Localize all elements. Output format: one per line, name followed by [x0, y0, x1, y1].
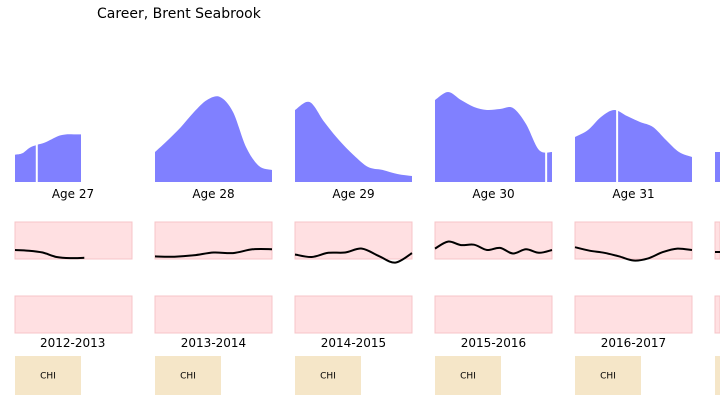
age-label: Age 27 [52, 187, 94, 201]
age-label: Age 28 [192, 187, 234, 201]
trend-band [294, 221, 413, 260]
team-label: CHI [180, 372, 196, 382]
trend-line [434, 240, 553, 255]
team-box [15, 356, 81, 395]
season-label: 2012-2013 [40, 336, 105, 350]
trend-band [574, 221, 693, 260]
team-box [575, 356, 641, 395]
season-column-4: Age 31 2016-2017 CHI [574, 77, 693, 395]
team-label: CHI [320, 372, 336, 382]
density-area [435, 92, 552, 182]
season-column-clipped [714, 152, 720, 395]
trend-line [294, 247, 413, 264]
team-box [435, 356, 501, 395]
trend-line [14, 249, 85, 260]
team-label: CHI [460, 372, 476, 382]
age-label: Age 29 [332, 187, 374, 201]
trend-band [434, 221, 553, 260]
team-box [295, 356, 361, 395]
density-area [15, 134, 81, 182]
season-label: 2016-2017 [601, 336, 666, 350]
density-area [575, 109, 692, 182]
trend-band [714, 221, 720, 260]
season-label: 2013-2014 [181, 336, 246, 350]
secondary-band [154, 295, 273, 334]
secondary-band [574, 295, 693, 334]
density-area [295, 101, 412, 182]
density-area [155, 96, 272, 182]
secondary-band [714, 295, 720, 334]
density-area [715, 152, 720, 182]
chart-title: Career, Brent Seabrook [97, 6, 261, 22]
trend-band [14, 221, 133, 260]
age-label: Age 30 [472, 187, 514, 201]
season-label: 2015-2016 [461, 336, 526, 350]
secondary-band [434, 295, 553, 334]
season-label: 2014-2015 [321, 336, 386, 350]
season-column-3: Age 30 2015-2016 CHI [434, 77, 553, 395]
team-box [715, 356, 720, 395]
trend-line [154, 247, 273, 258]
team-box [155, 356, 221, 395]
team-label: CHI [40, 372, 56, 382]
season-column-0: Age 27 2012-2013 CHI [14, 122, 133, 395]
season-column-2: Age 29 2014-2015 CHI [294, 101, 413, 395]
season-column-1: Age 28 2013-2014 CHI [154, 96, 273, 395]
trend-line [574, 246, 693, 262]
secondary-band [294, 295, 413, 334]
age-label: Age 31 [612, 187, 654, 201]
secondary-band [14, 295, 133, 334]
team-label: CHI [600, 372, 616, 382]
